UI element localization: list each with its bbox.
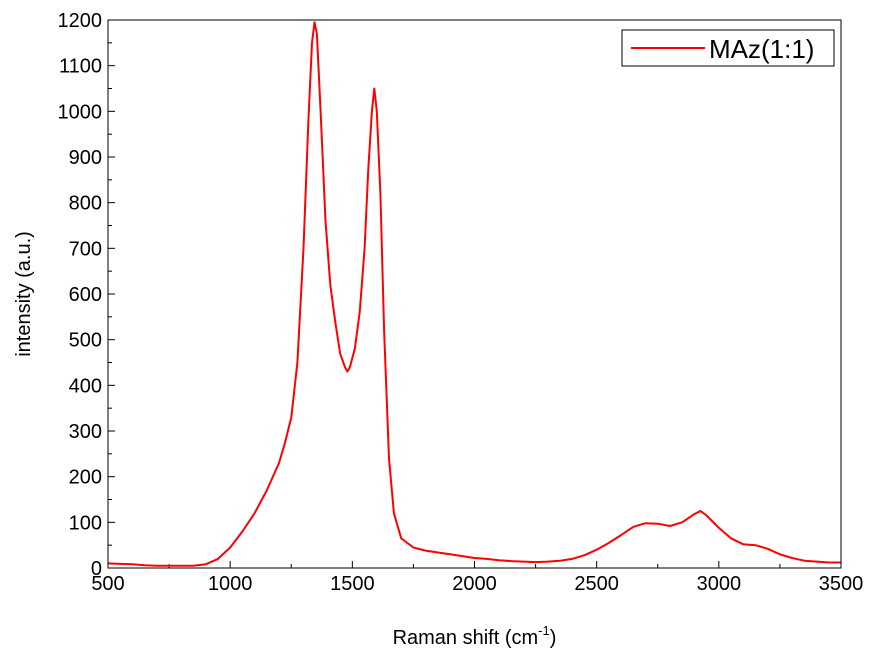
legend-label-maz: MAz(1:1) [709,34,814,64]
y-tick-label: 100 [69,512,102,534]
x-axis-title-close: ) [550,627,557,649]
x-axis-title: Raman shift (cm-1) [393,623,557,649]
y-tick-label: 200 [69,467,102,489]
y-tick-label: 800 [69,193,102,215]
x-tick-label: 3500 [819,573,864,595]
legend: MAz(1:1) [621,29,835,67]
y-tick-label: 0 [91,558,102,580]
y-tick-label: 1200 [58,10,103,32]
y-tick-label: 700 [69,238,102,260]
x-tick-label: 3000 [697,573,742,595]
y-tick-label: 400 [69,375,102,397]
series-line-maz [107,21,841,567]
x-tick-label: 1000 [208,573,253,595]
y-axis-title: intensity (a.u.) [13,231,35,357]
x-axis-title-superscript: -1 [538,623,550,638]
x-tick-label: 1500 [330,573,375,595]
y-tick-label: 1100 [59,56,102,78]
y-tick-label: 900 [69,147,102,169]
x-tick-label: 2500 [574,573,619,595]
y-tick-label: 500 [69,330,102,352]
series-group [107,21,841,567]
x-tick-label: 500 [91,573,124,595]
y-tick-label: 600 [69,284,102,306]
x-tick-label: 2000 [452,573,497,595]
x-axis-title-main: Raman shift (cm [393,627,539,649]
y-axis-ticks: 0 100 200 300 400 500 600 700 800 900 1000 1100 1200 [58,10,115,580]
plot-frame [107,19,842,569]
x-axis-ticks: 500 1000 1500 2000 2500 3000 3500 [91,561,863,595]
y-tick-label: 300 [69,421,102,443]
y-tick-label: 1000 [58,101,103,123]
